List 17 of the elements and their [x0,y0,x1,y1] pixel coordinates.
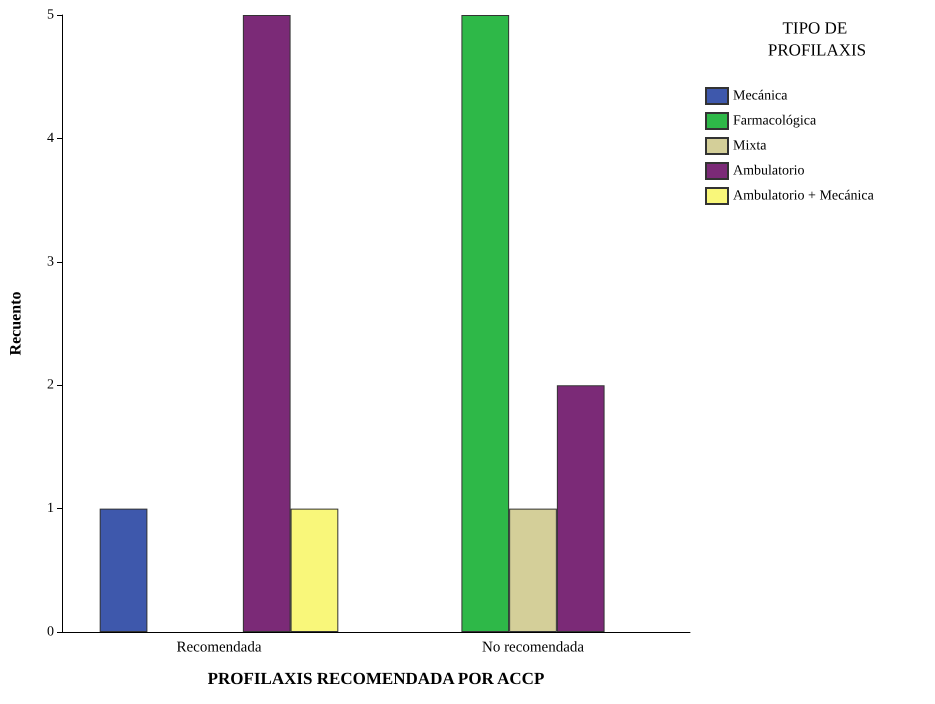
legend-label: Mecánica [733,88,788,104]
y-tick-label: 2 [47,378,54,393]
y-tick-label: 3 [47,254,54,270]
x-tick-label: No recomendada [482,640,584,656]
legend-label: Ambulatorio + Mecánica [733,188,875,204]
x-tick-label: Recomendada [176,640,262,656]
legend-label: Ambulatorio [733,164,805,178]
y-tick-label: 1 [47,501,54,516]
y-tick-label: 5 [47,8,54,22]
x-axis-title: PROFILAXIS RECOMENDADA POR ACCP [208,669,544,688]
legend-label: Farmacológica [733,114,817,128]
bar [100,508,148,632]
y-tick-label: 4 [47,130,54,146]
legend-label: Mixta [733,138,768,154]
y-tick-label: 0 [47,624,54,640]
y-axis-title: Recuento [8,292,24,356]
legend-title: TIPO DE PROFILAXIS [768,18,866,60]
